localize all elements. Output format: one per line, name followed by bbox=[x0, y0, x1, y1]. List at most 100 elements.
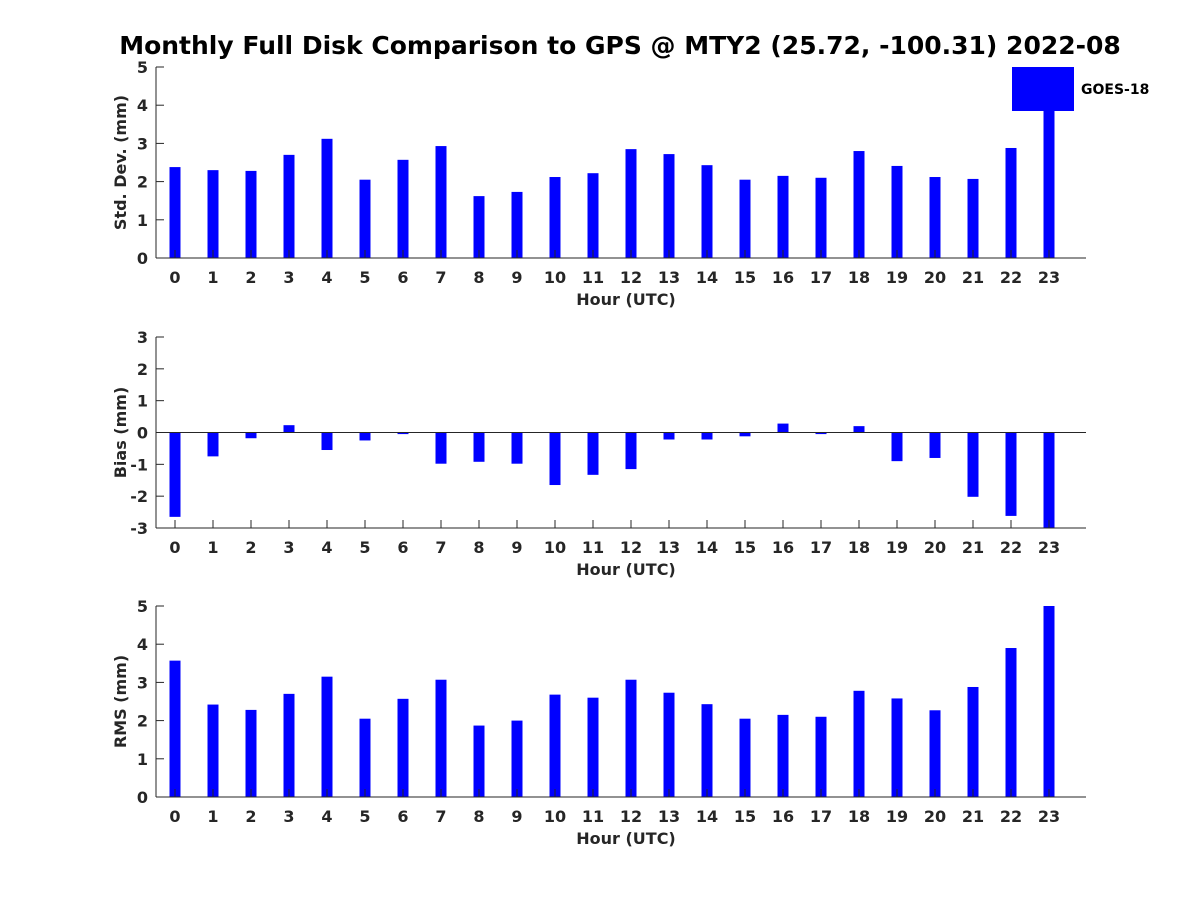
x-tick-label: 10 bbox=[544, 268, 566, 287]
bar-hour-5 bbox=[359, 432, 371, 441]
y-tick-label: 0 bbox=[137, 424, 148, 443]
y-tick-label: 0 bbox=[137, 788, 148, 807]
x-tick-label: 23 bbox=[1038, 807, 1060, 826]
bar-hour-2 bbox=[245, 432, 257, 439]
x-tick-label: 2 bbox=[245, 268, 256, 287]
bar-hour-17 bbox=[815, 177, 827, 258]
bar-hour-1 bbox=[207, 170, 219, 258]
x-tick-label: 22 bbox=[1000, 807, 1022, 826]
bar-hour-4 bbox=[321, 138, 333, 258]
bar-hour-21 bbox=[967, 686, 979, 797]
bar-hour-13 bbox=[663, 432, 675, 440]
x-tick-label: 12 bbox=[620, 268, 642, 287]
x-tick-label: 1 bbox=[207, 807, 218, 826]
y-axis-label: Std. Dev. (mm) bbox=[111, 95, 130, 230]
y-tick-label: 1 bbox=[137, 392, 148, 411]
bar-hour-7 bbox=[435, 146, 447, 258]
bar-hour-0 bbox=[169, 432, 181, 517]
y-tick-label: 3 bbox=[137, 134, 148, 153]
bar-hour-14 bbox=[701, 432, 713, 440]
x-tick-label: 14 bbox=[696, 807, 718, 826]
bar-hour-22 bbox=[1005, 432, 1017, 516]
x-tick-label: 8 bbox=[473, 268, 484, 287]
x-tick-label: 3 bbox=[283, 268, 294, 287]
figure-title: Monthly Full Disk Comparison to GPS @ MT… bbox=[119, 31, 1121, 60]
bar-hour-8 bbox=[473, 432, 485, 462]
bar-hour-13 bbox=[663, 154, 675, 258]
bar-hour-23 bbox=[1043, 606, 1055, 797]
x-tick-label: 7 bbox=[435, 807, 446, 826]
bar-hour-5 bbox=[359, 718, 371, 797]
bar-hour-21 bbox=[967, 178, 979, 258]
y-tick-label: 3 bbox=[137, 673, 148, 692]
x-axis-label: Hour (UTC) bbox=[576, 829, 676, 848]
y-tick-label: -3 bbox=[130, 519, 148, 538]
bar-hour-13 bbox=[663, 692, 675, 797]
bar-hour-23 bbox=[1043, 110, 1055, 259]
bar-hour-7 bbox=[435, 432, 447, 464]
bar-hour-8 bbox=[473, 725, 485, 797]
x-tick-label: 3 bbox=[283, 807, 294, 826]
x-tick-label: 0 bbox=[169, 268, 180, 287]
legend: GOES-18 bbox=[1012, 67, 1149, 111]
bar-hour-19 bbox=[891, 698, 903, 797]
x-tick-label: 5 bbox=[359, 538, 370, 557]
bar-hour-9 bbox=[511, 720, 523, 797]
x-tick-label: 5 bbox=[359, 268, 370, 287]
x-tick-label: 2 bbox=[245, 807, 256, 826]
x-tick-label: 18 bbox=[848, 268, 870, 287]
bar-hour-6 bbox=[397, 698, 409, 797]
x-tick-label: 17 bbox=[810, 268, 832, 287]
x-tick-label: 0 bbox=[169, 538, 180, 557]
bar-hour-16 bbox=[777, 423, 789, 433]
x-tick-label: 19 bbox=[886, 268, 908, 287]
bar-hour-15 bbox=[739, 179, 751, 258]
x-tick-label: 21 bbox=[962, 807, 984, 826]
bar-hour-21 bbox=[967, 432, 979, 497]
bar-hour-22 bbox=[1005, 648, 1017, 797]
y-tick-label: -1 bbox=[130, 455, 148, 474]
x-tick-label: 15 bbox=[734, 268, 756, 287]
x-tick-label: 23 bbox=[1038, 538, 1060, 557]
bar-hour-10 bbox=[549, 432, 561, 486]
bar-hour-16 bbox=[777, 175, 789, 258]
bar-hour-10 bbox=[549, 177, 561, 258]
x-tick-label: 20 bbox=[924, 538, 946, 557]
bar-hour-9 bbox=[511, 432, 523, 464]
y-tick-label: 2 bbox=[137, 712, 148, 731]
bar-hour-0 bbox=[169, 660, 181, 797]
bar-hour-11 bbox=[587, 697, 599, 797]
bar-hour-15 bbox=[739, 718, 751, 797]
x-tick-label: 16 bbox=[772, 538, 794, 557]
x-tick-label: 6 bbox=[397, 538, 408, 557]
y-tick-label: 5 bbox=[137, 597, 148, 616]
x-tick-label: 10 bbox=[544, 807, 566, 826]
x-tick-label: 3 bbox=[283, 538, 294, 557]
x-tick-label: 15 bbox=[734, 807, 756, 826]
x-tick-label: 22 bbox=[1000, 268, 1022, 287]
x-tick-label: 21 bbox=[962, 268, 984, 287]
bar-hour-16 bbox=[777, 714, 789, 797]
x-axis-label: Hour (UTC) bbox=[576, 560, 676, 579]
bar-hour-3 bbox=[283, 693, 295, 797]
x-tick-label: 4 bbox=[321, 538, 332, 557]
x-tick-label: 13 bbox=[658, 807, 680, 826]
bar-hour-19 bbox=[891, 432, 903, 462]
bar-hour-18 bbox=[853, 426, 865, 433]
bar-hour-15 bbox=[739, 432, 751, 437]
x-tick-label: 16 bbox=[772, 268, 794, 287]
bar-hour-3 bbox=[283, 425, 295, 433]
y-tick-label: 4 bbox=[137, 96, 148, 115]
bar-hour-6 bbox=[397, 432, 409, 435]
x-tick-label: 4 bbox=[321, 807, 332, 826]
x-tick-label: 11 bbox=[582, 268, 604, 287]
x-tick-label: 9 bbox=[511, 268, 522, 287]
bar-hour-5 bbox=[359, 179, 371, 258]
y-tick-label: 1 bbox=[137, 211, 148, 230]
x-tick-label: 1 bbox=[207, 268, 218, 287]
x-tick-label: 14 bbox=[696, 268, 718, 287]
x-tick-label: 9 bbox=[511, 538, 522, 557]
x-tick-label: 11 bbox=[582, 538, 604, 557]
bar-hour-1 bbox=[207, 432, 219, 457]
